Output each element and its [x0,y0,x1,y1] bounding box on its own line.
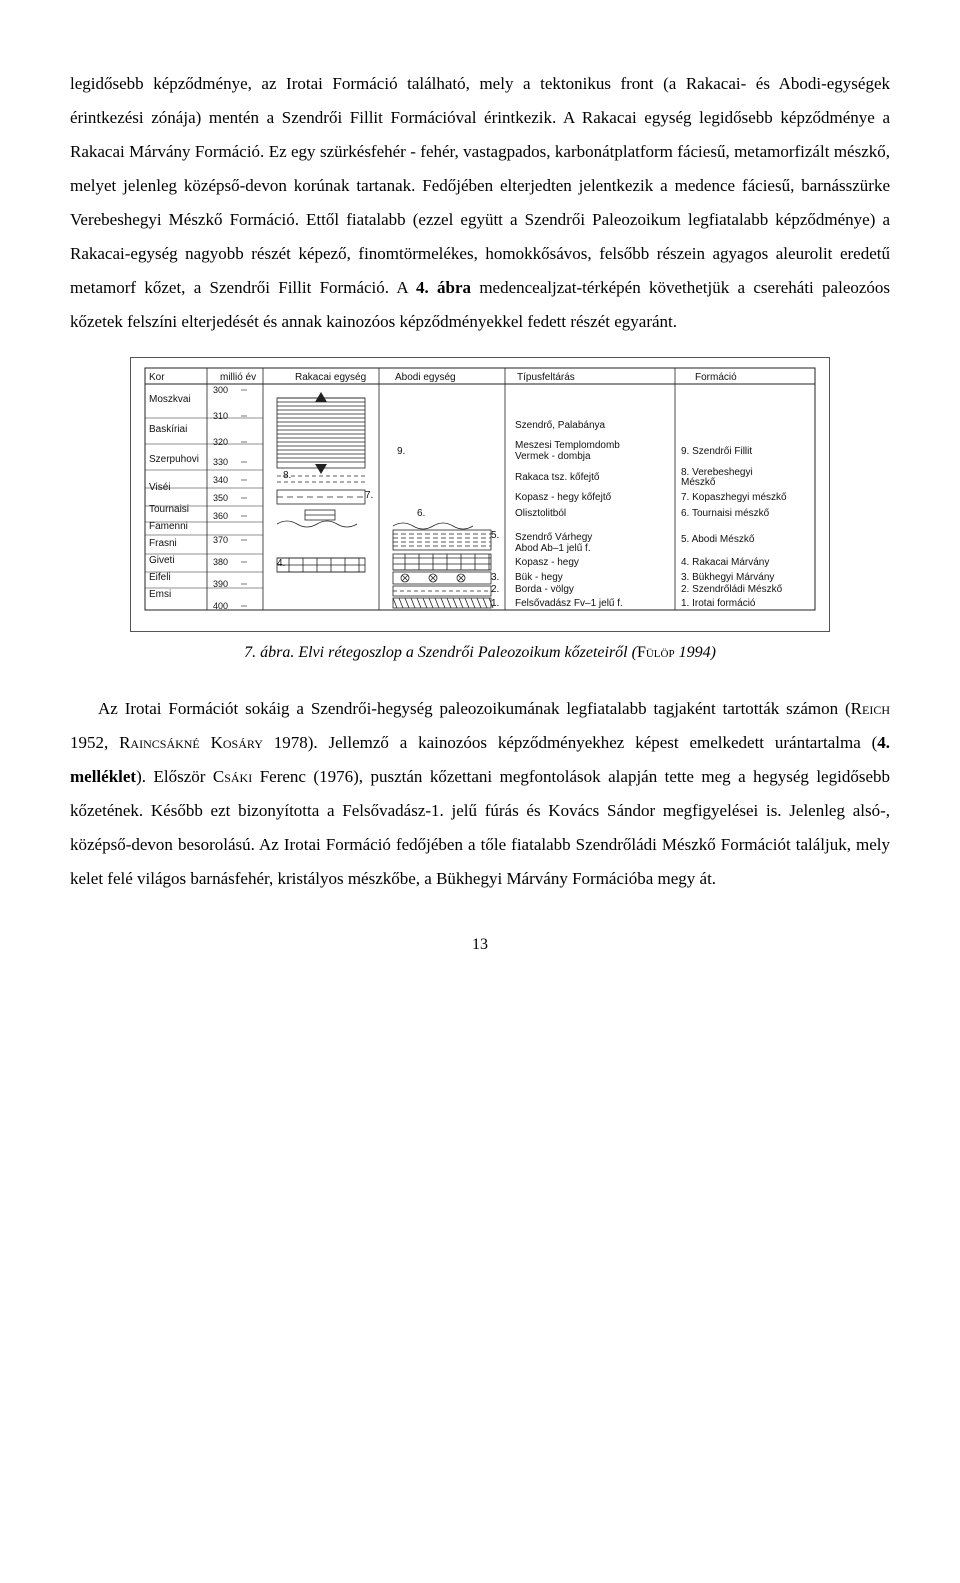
svg-text:390: 390 [213,579,228,589]
svg-text:340: 340 [213,475,228,485]
svg-text:350: 350 [213,493,228,503]
svg-text:310: 310 [213,411,228,421]
figure-7-caption: 7. ábra. Elvi rétegoszlop a Szendrői Pal… [70,644,890,662]
svg-text:Olisztolitból: Olisztolitból [515,508,566,519]
caption-author: Fülöp [637,644,675,661]
svg-text:Eifeli: Eifeli [149,572,171,583]
svg-text:Borda - völgy: Borda - völgy [515,584,574,595]
figure-7-frame: Kor millió év Rakacai egység Abodi egység Tí… [130,357,830,632]
caption-tail: 1994) [675,644,716,661]
svg-text:5. Abodi Mészkő: 5. Abodi Mészkő [681,534,755,545]
svg-text:Felsővadász Fv–1 jelű f.: Felsővadász Fv–1 jelű f. [515,598,623,609]
svg-text:Frasni: Frasni [149,538,177,549]
svg-text:3. Bükhegyi Márvány: 3. Bükhegyi Márvány [681,572,774,583]
svg-text:Bük - hegy: Bük - hegy [515,572,563,583]
stratigraphic-column-diagram: Kor millió év Rakacai egység Abodi egység Tí… [135,362,825,622]
svg-text:Formáció: Formáció [695,372,737,383]
svg-text:9. Szendrői Fillit: 9. Szendrői Fillit [681,446,752,457]
svg-text:4. Rakacai Márvány: 4. Rakacai Márvány [681,557,769,568]
svg-text:Rakacai egység: Rakacai egység [295,372,366,383]
svg-text:5.: 5. [491,530,499,541]
svg-text:Abodi egység: Abodi egység [395,372,456,383]
svg-text:330: 330 [213,457,228,467]
para2-author-2: Raincsákné Kosáry [119,733,263,752]
svg-text:1. Irotai formáció: 1. Irotai formáció [681,598,756,609]
para2-b: 1952, [70,733,119,752]
para2-d: ). Először [136,767,213,786]
svg-text:320: 320 [213,437,228,447]
caption-text: Elvi rétegoszlop a Szendrői Paleozoikum … [294,644,637,661]
para2-author-3: Csáki [213,767,252,786]
svg-text:Viséi: Viséi [149,482,171,493]
svg-text:Vermek - dombja: Vermek - dombja [515,451,591,462]
svg-text:9.: 9. [397,446,405,457]
svg-text:3.: 3. [491,572,499,583]
svg-text:Famenni: Famenni [149,521,188,532]
svg-text:Kopasz - hegy: Kopasz - hegy [515,557,579,568]
page-number: 13 [70,936,890,954]
svg-text:380: 380 [213,557,228,567]
svg-text:2.: 2. [491,584,499,595]
svg-text:370: 370 [213,535,228,545]
svg-text:Emsi: Emsi [149,589,171,600]
svg-text:Típusfeltárás: Típusfeltárás [517,372,575,383]
figure-7: Kor millió év Rakacai egység Abodi egység Tí… [70,357,890,662]
para2-author-1: Reich [851,699,890,718]
svg-text:Baskíriai: Baskíriai [149,424,187,435]
svg-text:6. Tournaisi mészkő: 6. Tournaisi mészkő [681,508,770,519]
svg-text:7. Kopaszhegyi mészkő: 7. Kopaszhegyi mészkő [681,492,787,503]
para2-c: 1978). Jellemző a kainozóos képződmények… [263,733,877,752]
svg-text:1.: 1. [491,598,499,609]
paragraph-2: Az Irotai Formációt sokáig a Szendrői-he… [70,692,890,896]
svg-text:Szerpuhovi: Szerpuhovi [149,454,199,465]
svg-text:Kor: Kor [149,372,165,383]
para1-bold-figref: 4. ábra [416,278,471,297]
svg-text:Giveti: Giveti [149,555,175,566]
svg-text:Szendrő Várhegy: Szendrő Várhegy [515,532,592,543]
svg-text:Rakaca tsz. kőfejtő: Rakaca tsz. kőfejtő [515,472,600,483]
svg-text:Abod Ab–1 jelű f.: Abod Ab–1 jelű f. [515,543,591,554]
svg-text:360: 360 [213,511,228,521]
svg-text:millió év: millió év [220,372,256,383]
para2-a: Az Irotai Formációt sokáig a Szendrői-he… [98,699,851,718]
svg-text:8.: 8. [283,470,291,481]
svg-text:4.: 4. [277,558,285,569]
svg-text:2. Szendrőládi Mészkő: 2. Szendrőládi Mészkő [681,584,783,595]
svg-text:6.: 6. [417,508,425,519]
svg-text:Meszesi Templomdomb: Meszesi Templomdomb [515,440,620,451]
svg-text:300: 300 [213,385,228,395]
paragraph-1: legidősebb képződménye, az Irotai Formác… [70,67,890,339]
svg-text:Mészkő: Mészkő [681,477,716,488]
caption-number: 7. ábra. [244,644,294,661]
para1-text-a: legidősebb képződménye, az Irotai Formác… [70,74,890,297]
svg-text:Kopasz - hegy kőfejtő: Kopasz - hegy kőfejtő [515,492,612,503]
svg-text:Moszkvai: Moszkvai [149,394,191,405]
svg-text:Szendrő, Palabánya: Szendrő, Palabánya [515,420,606,431]
svg-text:400: 400 [213,601,228,611]
svg-text:7.: 7. [365,490,373,501]
svg-text:Tournaisi: Tournaisi [149,504,189,515]
